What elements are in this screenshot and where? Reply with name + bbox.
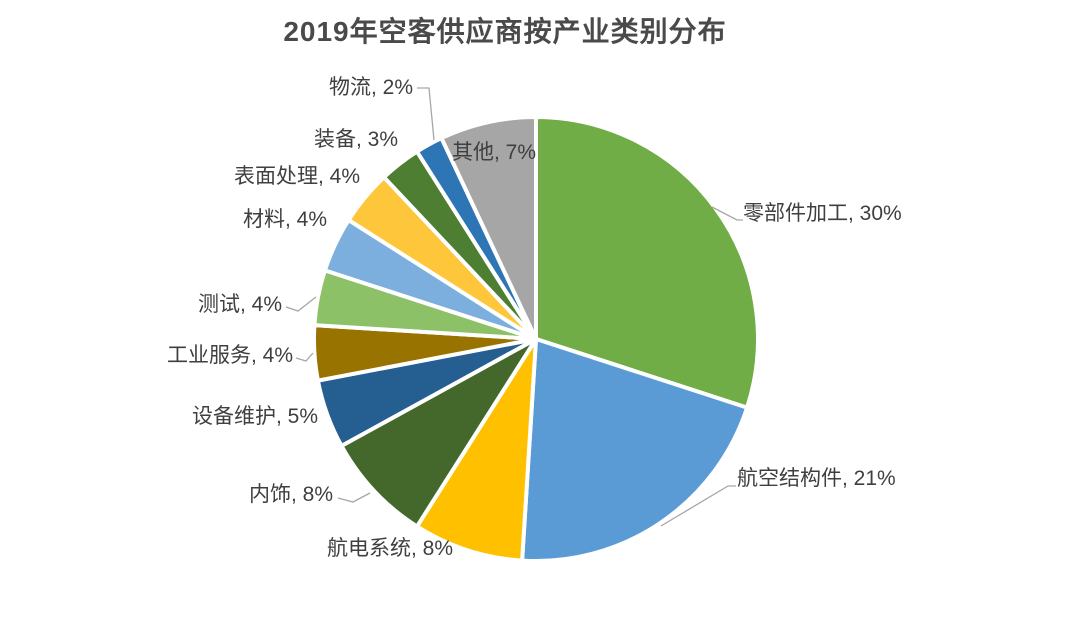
slice-label-testing: 测试, 4% — [197, 293, 282, 316]
chart-title: 2019年空客供应商按产业类别分布 — [283, 16, 727, 47]
slice-label-industrial-services: 工业服务, 4% — [166, 344, 293, 367]
slice-label-avionics: 航电系统, 8% — [327, 537, 454, 560]
leader-line-parts-machining — [711, 206, 743, 221]
slice-label-other: 其他, 7% — [452, 141, 537, 164]
leader-line-industrial-services — [295, 352, 314, 362]
leader-line-testing — [285, 296, 317, 312]
leader-line-aerostructures — [660, 485, 736, 527]
slice-label-materials: 材料, 4% — [242, 208, 327, 231]
leader-lines-group — [285, 87, 743, 527]
pie-slice-other — [439, 115, 538, 341]
leader-line-logistics — [417, 87, 435, 141]
slice-label-equipment: 装备, 3% — [313, 128, 398, 151]
pie-slice-interiors — [339, 337, 538, 529]
slice-label-aerostructures: 航空结构件, 21% — [737, 467, 896, 490]
pie-slice-avionics — [415, 337, 538, 563]
pie-slices-group — [311, 115, 760, 564]
slice-label-interiors: 内饰, 8% — [248, 483, 333, 506]
slice-label-logistics: 物流, 2% — [328, 76, 413, 99]
leader-line-interiors — [337, 492, 371, 503]
slice-label-equipment-maintenance: 设备维护, 5% — [191, 405, 318, 428]
pie-slice-aerostructures — [520, 337, 750, 564]
slice-label-parts-machining: 零部件加工, 30% — [743, 202, 902, 225]
slice-label-surface-treatment: 表面处理, 4% — [233, 165, 360, 188]
